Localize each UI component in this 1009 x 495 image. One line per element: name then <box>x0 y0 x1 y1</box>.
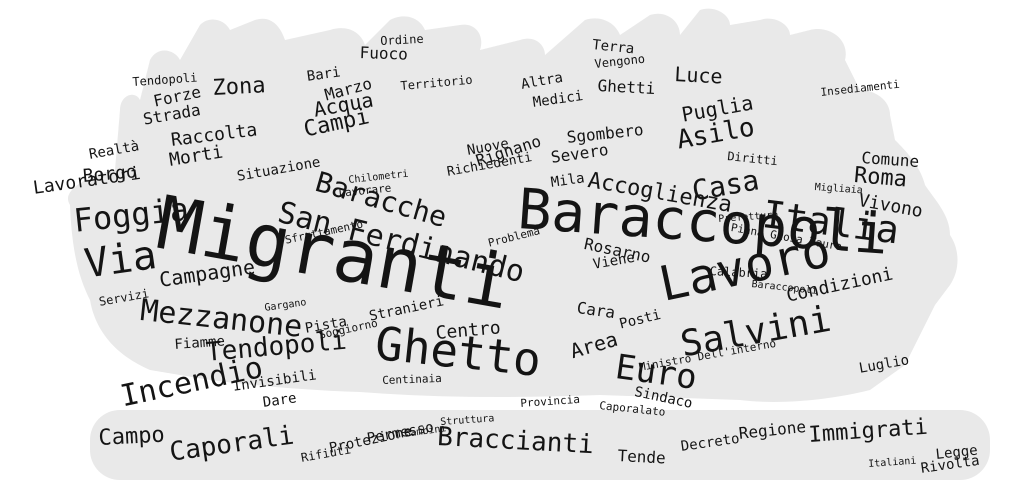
word-braccianti: Braccianti <box>436 422 595 461</box>
word-luce: Luce <box>673 62 724 89</box>
word-centinaia: Centinaia <box>381 371 442 387</box>
word-zona: Zona <box>211 73 267 101</box>
silhouette-band-lower <box>90 410 990 480</box>
word-calabria: Calabria <box>709 264 768 282</box>
word-tende: Tende <box>617 446 667 468</box>
word-ghetti: Ghetti <box>597 76 656 99</box>
word-via: Via <box>81 231 160 288</box>
silhouette-main <box>68 8 958 402</box>
word-fiamme: Fiamme <box>173 333 226 353</box>
word-ordine: Ordine <box>379 31 424 48</box>
word-campo: Campo <box>97 422 166 451</box>
word-comune: Comune <box>860 148 920 171</box>
